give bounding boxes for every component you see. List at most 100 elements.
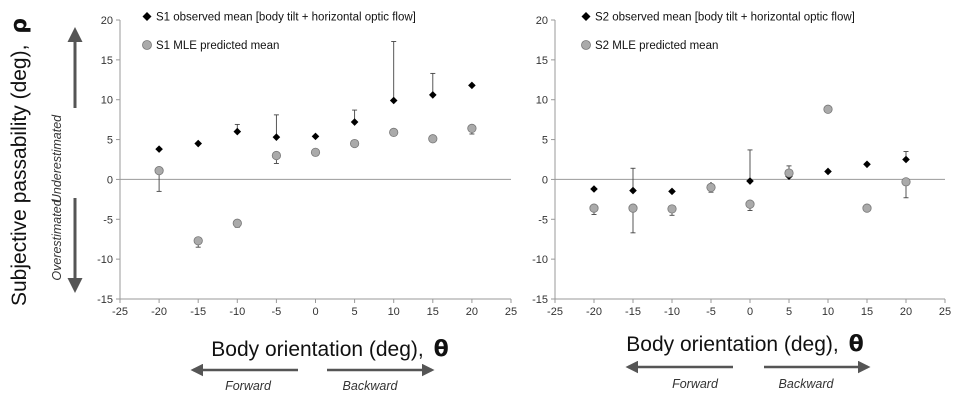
x-tick-label-s1: 25	[505, 306, 517, 318]
y-tick-label-s1: -15	[97, 294, 113, 306]
predicted-point-s2	[784, 168, 794, 178]
x-tick-label-s2: 5	[786, 306, 792, 318]
y-axis-label-symbol: ρ	[7, 18, 32, 34]
x-tick-label-s2: 0	[747, 306, 753, 318]
y-axis-label: Subjective passability (deg), ρ	[7, 18, 32, 306]
panel-s1: -15 -10 -5 0 5 10 15 20 -25 -20 -15 -10 -5 0 5 10 15 20 25…	[97, 12, 517, 394]
panel-s2: -15 -10 -5 0 5 10 15 20 -25 -20 -15 -10 -5 0 5 10 15 20 25…	[532, 12, 951, 392]
legend-label-predicted-s1: S1 MLE predicted mean	[156, 40, 279, 52]
y-tick-label-s1: -5	[103, 214, 113, 226]
legend-s1: S1 observed mean [body tilt + horizontal…	[142, 12, 416, 52]
y-tick-label-s1: -10	[97, 254, 113, 266]
x-tick-label-s2: -25	[547, 306, 563, 318]
observed-point-s1	[350, 118, 359, 126]
y-tick-label-s2: 0	[542, 174, 548, 186]
predicted-point-s2	[862, 203, 872, 213]
observed-point-s2	[590, 185, 598, 193]
observed-point-s1	[155, 145, 163, 153]
plot-area-s2: -15 -10 -5 0 5 10 15 20 -25 -20 -15 -10 -5 0 5 10 15 20 25	[532, 15, 951, 318]
x-axis-label-s1: Body orientation (deg), θ	[211, 337, 448, 362]
predicted-point-s1	[467, 123, 477, 134]
x-tick-label-s1: 0	[312, 306, 318, 318]
y-tick-label-s1: 20	[101, 15, 113, 27]
predicted-point-s1	[271, 150, 281, 161]
observed-point-s1	[272, 133, 281, 141]
x-tick-label-s2: 10	[822, 306, 834, 318]
x-tick-label-s2: 15	[861, 306, 873, 318]
legend-marker-predicted-s1	[142, 40, 152, 50]
x-tick-label-s1: -20	[151, 306, 167, 318]
legend-marker-observed-s1	[142, 12, 152, 21]
predicted-point-s2	[745, 199, 755, 209]
plot-area-s1: -15 -10 -5 0 5 10 15 20 -25 -20 -15 -10 -5 0 5 10 15 20 25	[97, 15, 517, 318]
legend-marker-predicted-s2	[581, 40, 591, 50]
observed-point-s1	[194, 139, 202, 148]
predicted-point-s1	[428, 134, 438, 144]
y-tick-label-s2: 15	[536, 55, 548, 67]
observed-point-s2	[668, 187, 676, 196]
observed-point-s1	[311, 132, 320, 141]
x-tick-label-s2: -5	[706, 306, 716, 318]
x-axis-label-text-s2: Body orientation (deg),	[626, 333, 838, 356]
legend-s2: S2 observed mean [body tilt + horizontal…	[581, 12, 855, 52]
y-tick-label-s1: 0	[107, 174, 113, 186]
y-tick-label-s1: 15	[101, 55, 113, 67]
x-tick-label-s1: 20	[466, 306, 478, 318]
x-tick-label-s1: 5	[352, 306, 358, 318]
observed-point-s2	[629, 186, 637, 195]
y-tick-label-s2: 5	[542, 135, 548, 147]
observed-point-s2	[863, 160, 871, 169]
x-axis-label-symbol-s2: θ	[849, 332, 864, 357]
legend-label-predicted-s2: S2 MLE predicted mean	[595, 40, 718, 52]
x-tick-label-s1: 15	[427, 306, 439, 318]
y-tick-label-s1: 5	[107, 135, 113, 147]
y-tick-label-s2: -5	[538, 214, 548, 226]
x-tick-label-s2: 25	[939, 306, 951, 318]
predicted-point-s1	[349, 138, 360, 149]
observed-point-s2	[902, 155, 910, 164]
overestimated-label: Overestimated	[50, 198, 64, 280]
predicted-point-s2	[589, 203, 599, 213]
y-tick-label-s2: 10	[536, 95, 548, 107]
observed-point-s1	[429, 91, 437, 99]
x-axis-label-symbol-s1: θ	[434, 337, 449, 362]
x-tick-label-s2: -15	[625, 306, 641, 318]
predicted-point-s2	[901, 177, 911, 187]
observed-point-s2	[746, 177, 754, 185]
x-tick-label-s1: -15	[190, 306, 206, 318]
predicted-point-s2	[628, 203, 638, 213]
x-tick-label-s2: -20	[586, 306, 602, 318]
predicted-point-s1	[193, 236, 203, 246]
backward-label-s2: Backward	[779, 377, 835, 391]
underestimated-label: Underestimated	[50, 114, 64, 203]
predicted-point-s1	[154, 166, 164, 176]
x-tick-label-s1: -10	[229, 306, 245, 318]
x-tick-label-s2: 20	[900, 306, 912, 318]
predicted-point-s1	[232, 218, 242, 228]
forward-label-s2: Forward	[672, 377, 719, 391]
predicted-point-s1	[389, 127, 399, 137]
y-axis-label-text: Subjective passability (deg),	[8, 45, 31, 306]
predicted-point-s1	[310, 147, 321, 157]
predicted-point-s2	[706, 182, 716, 192]
x-tick-label-s1: 10	[388, 306, 400, 318]
observed-point-s1	[468, 81, 476, 90]
observed-point-s2	[824, 167, 832, 176]
observed-point-s1	[233, 127, 242, 136]
x-axis-label-text-s1: Body orientation (deg),	[211, 338, 423, 361]
y-tick-label-s2: -15	[532, 294, 548, 306]
x-axis-label-s2: Body orientation (deg), θ	[626, 332, 863, 357]
backward-label-s1: Backward	[343, 379, 399, 393]
predicted-point-s2	[667, 204, 677, 214]
x-tick-label-s1: -5	[272, 306, 282, 318]
legend-label-observed-s1: S1 observed mean [body tilt + horizontal…	[156, 12, 416, 24]
legend-marker-observed-s2	[581, 12, 591, 21]
legend-label-observed-s2: S2 observed mean [body tilt + horizontal…	[595, 12, 855, 24]
x-tick-label-s2: -10	[664, 306, 680, 318]
y-tick-label-s2: 20	[536, 15, 548, 27]
y-tick-label-s2: -10	[532, 254, 548, 266]
observed-point-s1	[389, 96, 398, 105]
y-tick-label-s1: 10	[101, 95, 113, 107]
x-tick-label-s1: -25	[112, 306, 128, 318]
